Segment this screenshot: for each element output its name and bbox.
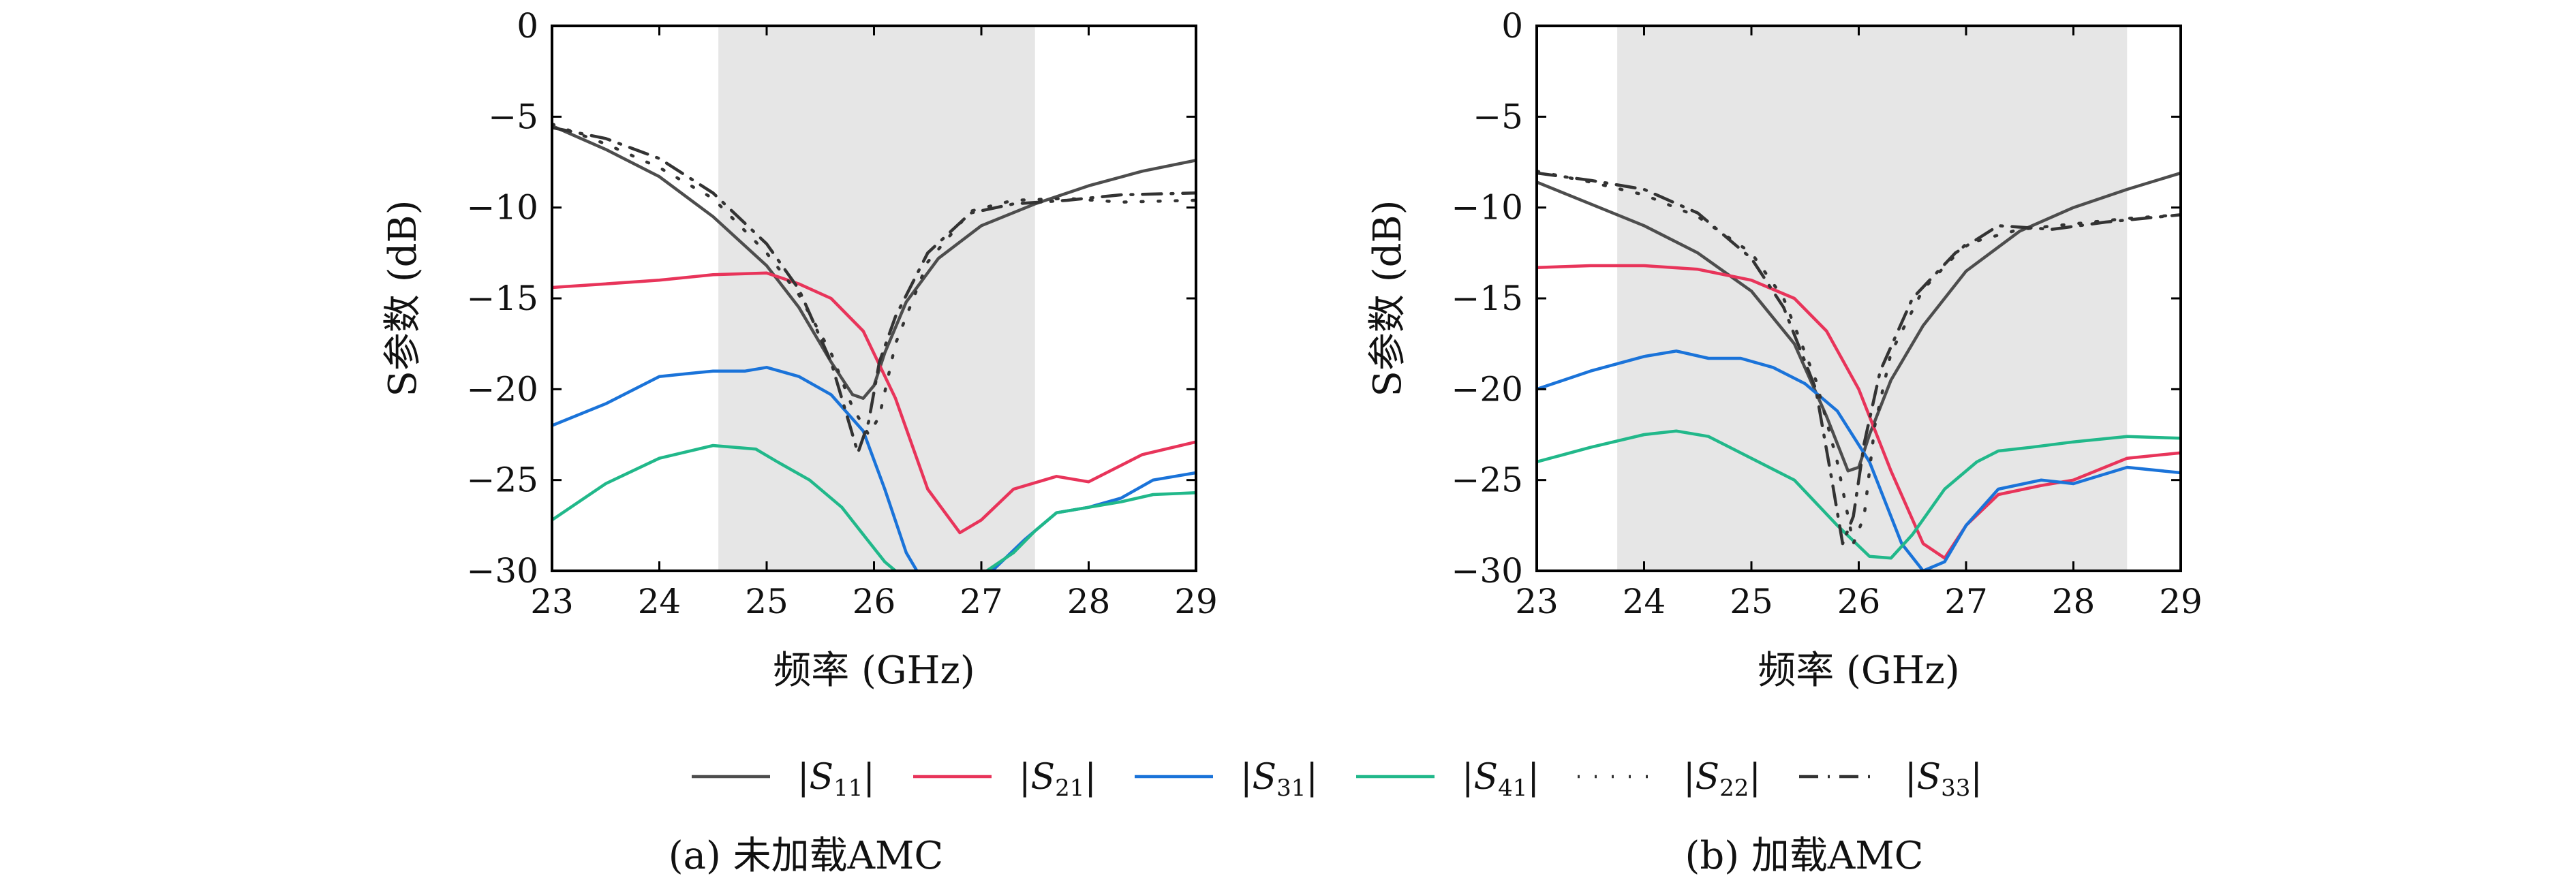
y-axis-title: S参数 (dB) (1366, 200, 1410, 397)
legend-label: |S21| (1019, 757, 1097, 802)
chart-panel-a: 23 24 25 26 27 28 29 0 −5 −10 −15 −20 −25 −30 频率 (GHz)… (381, 6, 1218, 878)
y-axis-title: S参数 (dB) (381, 200, 425, 397)
y-tick-label: −5 (488, 97, 538, 136)
y-tick-label: −15 (466, 279, 538, 318)
x-tick-label: 29 (1174, 582, 1218, 621)
legend-label: |S33| (1905, 757, 1982, 802)
legend-item-s31: |S31| (1135, 757, 1318, 802)
y-tick-label: 0 (517, 6, 538, 46)
series-line-s41-segment-2 (985, 491, 1196, 571)
x-tick-label: 26 (853, 582, 896, 621)
y-tick-label: −25 (466, 461, 538, 500)
panel-caption-a: (a) 未加载AMC (669, 834, 944, 878)
legend-item-s21: |S21| (913, 757, 1097, 802)
series-line-s41 (1537, 429, 2181, 560)
series-lines (552, 122, 1196, 571)
x-tick-label: 26 (1837, 582, 1881, 621)
legend-item-s11: |S11| (692, 757, 875, 802)
y-tick-label: −5 (1473, 97, 1523, 136)
y-tick-label: −10 (466, 188, 538, 228)
series-lines (1537, 170, 2181, 571)
legend-label: |S31| (1240, 757, 1318, 802)
legend-label: |S41| (1462, 757, 1539, 802)
x-tick-label: 23 (530, 582, 574, 621)
x-tick-label: 25 (1730, 582, 1773, 621)
x-tick-label: 24 (1623, 582, 1666, 621)
y-tick-label: −30 (466, 551, 538, 591)
x-axis-title: 频率 (GHz) (1758, 649, 1960, 693)
legend-label: |S22| (1683, 757, 1761, 802)
x-tick-label: 23 (1515, 582, 1559, 621)
x-tick-label: 27 (960, 582, 1003, 621)
series-line-s21 (1537, 264, 2181, 560)
series-line-s11 (1537, 171, 2181, 473)
y-tick-label: −30 (1451, 551, 1523, 591)
series-line-s33 (552, 126, 1196, 454)
y-tick-label: −20 (1451, 369, 1523, 409)
legend-item-s41: |S41| (1356, 757, 1539, 802)
x-tick-label: 27 (1944, 582, 1988, 621)
legend-item-s22: |S22| (1578, 757, 1761, 802)
series-line-s21 (552, 271, 1196, 535)
legend-item-s33: |S33| (1799, 757, 1982, 802)
panel-caption-b: (b) 加载AMC (1685, 834, 1924, 878)
series-line-s11 (552, 124, 1196, 400)
series-line-s31 (1537, 349, 2181, 571)
shaded-band (1617, 26, 2128, 571)
y-tick-label: −15 (1451, 279, 1523, 318)
x-tick-label: 29 (2159, 582, 2203, 621)
series-line-s31 (552, 366, 919, 571)
x-tick-label: 28 (2052, 582, 2096, 621)
x-tick-label: 28 (1067, 582, 1111, 621)
shaded-band (718, 26, 1035, 571)
y-tick-label: −25 (1451, 461, 1523, 500)
x-axis-title: 频率 (GHz) (773, 649, 975, 693)
x-tick-label: 24 (638, 582, 681, 621)
x-tick-label: 25 (745, 582, 788, 621)
chart-panel-b: 23 24 25 26 27 28 29 0 −5 −10 −15 −20 −25 −30 频率 (GHz)… (1366, 6, 2203, 878)
legend-label: |S11| (797, 757, 875, 802)
y-tick-label: 0 (1501, 6, 1523, 46)
y-tick-label: −10 (1451, 188, 1523, 228)
y-tick-label: −20 (466, 369, 538, 409)
series-line-s41 (552, 443, 898, 571)
legend: |S11| |S21| |S31| |S41| |S22| |S33| (692, 757, 1982, 802)
